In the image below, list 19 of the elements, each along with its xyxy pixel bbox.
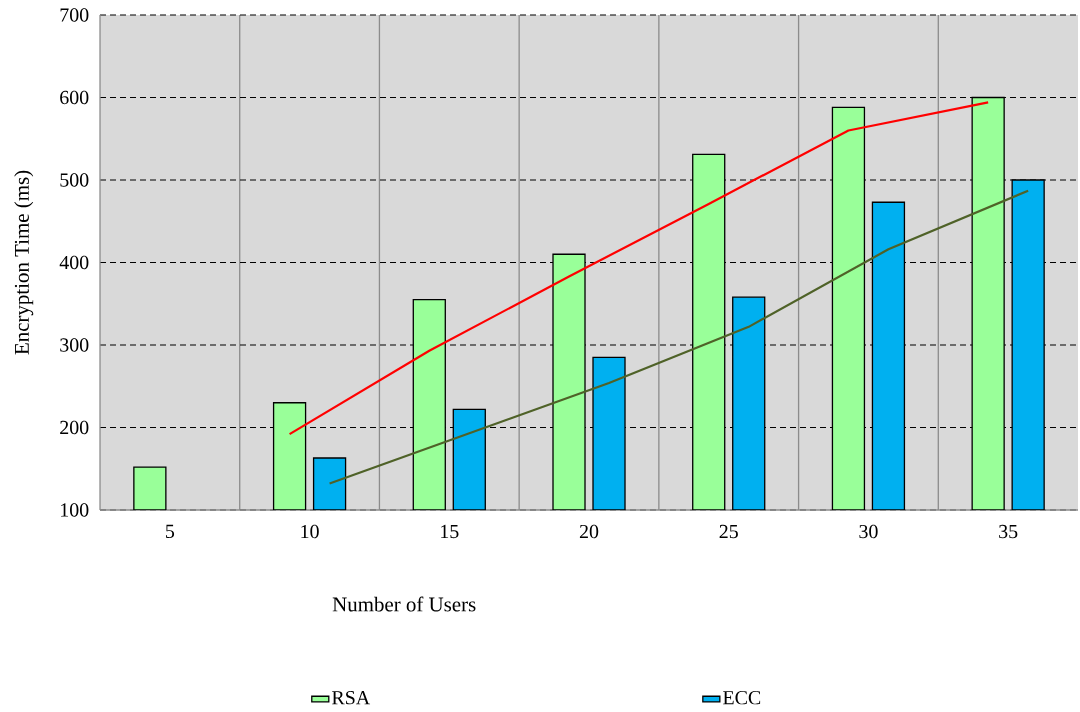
y-tick-label: 700 — [60, 8, 89, 22]
legend-label: ECC — [723, 690, 761, 705]
x-tick-label: 5 — [166, 524, 175, 539]
x-axis-title: Number of Users — [332, 596, 476, 612]
y-tick-label: 500 — [60, 173, 89, 187]
x-tick-label: 30 — [859, 524, 878, 539]
x-tick-label: 15 — [441, 524, 459, 539]
y-tick-label: 400 — [59, 255, 89, 270]
y-tick-label: 200 — [60, 420, 89, 435]
y-tick-label: 300 — [60, 338, 89, 352]
x-tick-label: 25 — [719, 524, 738, 539]
line-series — [288, 101, 990, 436]
y-axis-title: Encryption Time (ms) — [14, 170, 34, 355]
legend-label: RSA — [332, 690, 371, 705]
y-tick-label: 600 — [60, 90, 89, 105]
x-tick-label: 35 — [999, 524, 1018, 539]
x-tick-label: 20 — [579, 524, 599, 539]
y-tick-label: 100 — [61, 503, 89, 517]
x-tick-label: 10 — [301, 524, 319, 539]
